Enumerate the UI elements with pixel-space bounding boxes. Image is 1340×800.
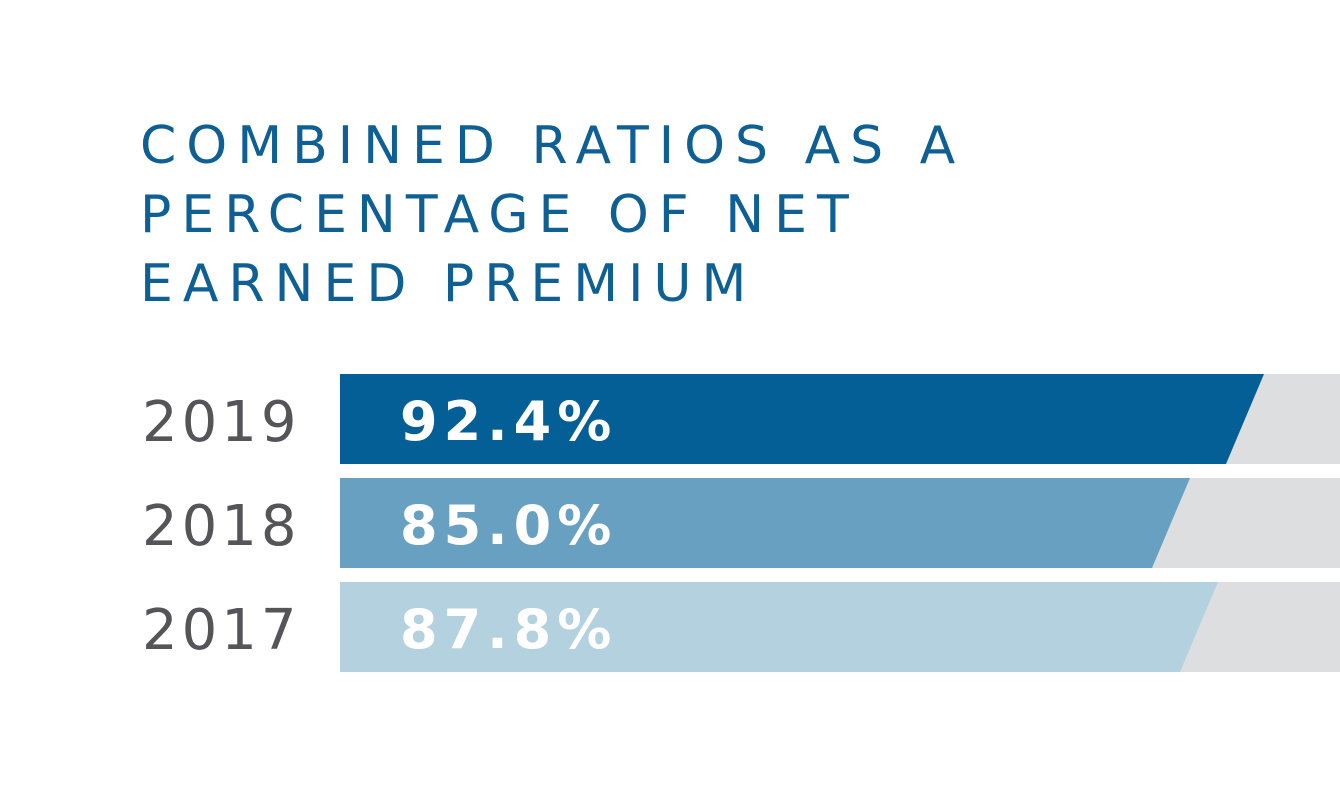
bar-row: 2018 85.0%: [142, 478, 1340, 568]
category-label: 2017: [142, 598, 301, 663]
category-label: 2018: [142, 494, 301, 559]
bar-value: [340, 478, 1190, 568]
bar-value: [340, 374, 1264, 464]
bar-row: 2019 92.4%: [142, 374, 1340, 464]
chart-title-line-2: PERCENTAGE OF NET: [140, 185, 859, 245]
data-label: 85.0%: [400, 494, 617, 557]
data-label: 87.8%: [400, 598, 617, 661]
data-label: 92.4%: [400, 390, 617, 453]
chart-title-line-3: EARNED PREMIUM: [140, 254, 757, 314]
chart-title: COMBINED RATIOS AS A PERCENTAGE OF NET E…: [140, 112, 1290, 319]
category-label: 2019: [142, 390, 301, 455]
chart-title-line-1: COMBINED RATIOS AS A: [140, 116, 966, 176]
bar-value: [340, 582, 1218, 672]
bar-row: 2017 87.8%: [142, 582, 1340, 672]
